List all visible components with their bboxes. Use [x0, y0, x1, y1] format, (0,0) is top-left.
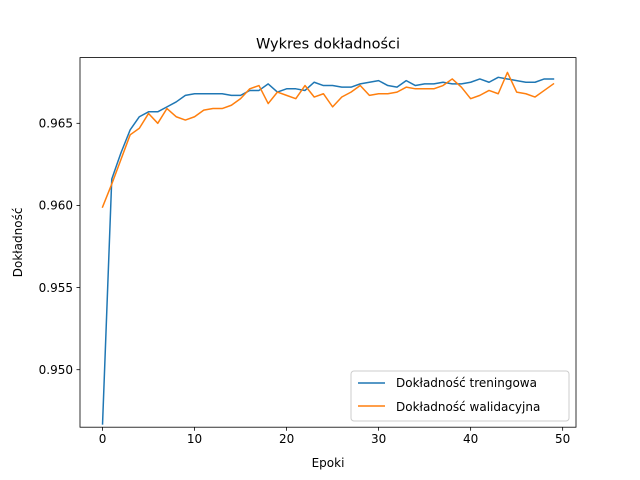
legend-label-validation: Dokładność walidacyjna	[396, 400, 540, 414]
y-axis: 0.950 0.955 0.960 0.965	[39, 117, 80, 377]
legend: Dokładność treningowa Dokładność walidac…	[350, 370, 570, 422]
y-tick-label: 0.950	[39, 363, 73, 377]
legend-box	[350, 370, 570, 422]
y-axis-label: Dokładność	[11, 208, 25, 278]
validation-accuracy-line	[101, 71, 555, 209]
y-tick-label: 0.965	[39, 117, 73, 131]
y-tick-label: 0.960	[39, 199, 73, 213]
plot-frame	[79, 57, 577, 428]
x-tick-label: 30	[371, 432, 386, 446]
legend-label-train: Dokładność treningowa	[396, 376, 537, 390]
x-tick-label: 50	[555, 432, 570, 446]
x-axis-label: Epoki	[312, 456, 345, 470]
x-tick-label: 20	[279, 432, 294, 446]
chart-title: Wykres dokładności	[256, 37, 400, 53]
x-tick-label: 40	[463, 432, 478, 446]
y-tick-label: 0.955	[39, 281, 73, 295]
series-layer	[101, 71, 555, 425]
x-tick-label: 10	[187, 432, 202, 446]
train-accuracy-line	[101, 76, 555, 425]
x-tick-label: 0	[99, 432, 107, 446]
x-axis: 0 10 20 30 40 50	[99, 427, 570, 446]
